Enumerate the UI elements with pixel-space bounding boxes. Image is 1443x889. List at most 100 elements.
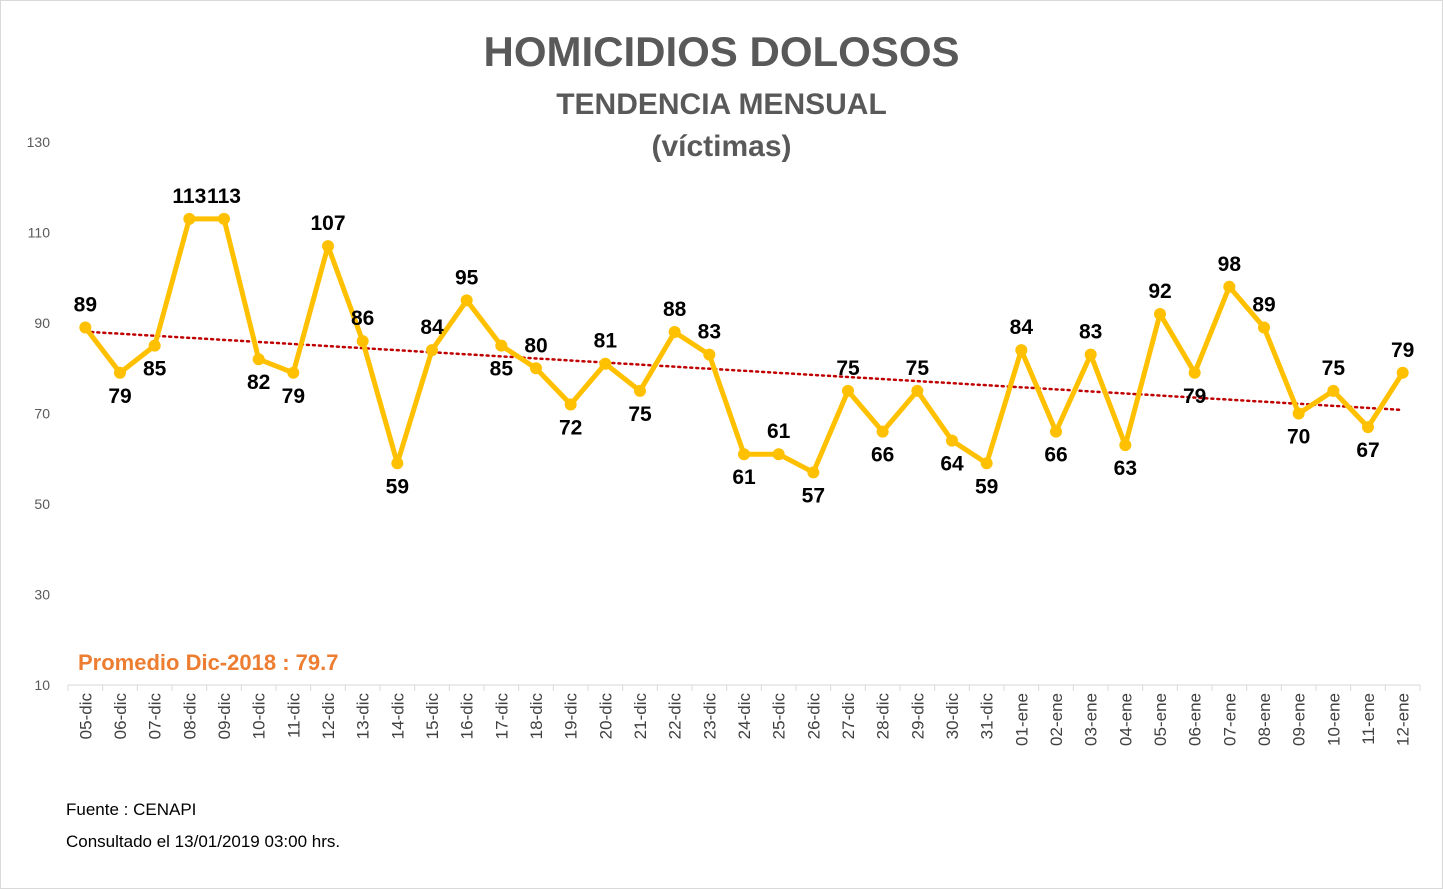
data-point <box>911 384 924 397</box>
data-label: 113 <box>172 185 206 208</box>
data-point <box>1084 348 1097 361</box>
data-label: 88 <box>663 298 687 321</box>
data-label: 79 <box>108 385 131 408</box>
data-label: 75 <box>628 403 652 426</box>
data-point <box>772 448 785 461</box>
data-point <box>391 457 404 470</box>
x-tick-label: 25-dic <box>770 693 789 740</box>
data-point <box>530 362 542 375</box>
x-tick-label: 05-ene <box>1151 693 1170 746</box>
x-tick-label: 18-dic <box>527 693 546 740</box>
x-tick-label: 12-ene <box>1394 693 1413 746</box>
x-tick-label: 24-dic <box>735 693 754 740</box>
data-label: 80 <box>524 334 547 357</box>
x-tick-label: 10-dic <box>250 693 269 740</box>
x-tick-label: 11-dic <box>284 693 303 739</box>
data-point <box>599 357 612 370</box>
source-note: Fuente : CENAPI <box>66 800 197 819</box>
data-label: 79 <box>1391 339 1414 362</box>
x-tick-label: 19-dic <box>562 693 581 740</box>
x-tick-label: 06-dic <box>111 693 130 740</box>
data-point <box>426 344 438 357</box>
data-label: 79 <box>1183 385 1206 408</box>
data-point <box>1154 307 1166 320</box>
data-point <box>218 212 230 225</box>
x-tick-label: 30-dic <box>943 693 962 740</box>
x-tick-label: 08-ene <box>1255 693 1274 746</box>
y-tick-label: 50 <box>34 496 50 512</box>
x-tick-label: 16-dic <box>458 693 477 740</box>
data-point <box>1015 344 1028 357</box>
data-point <box>1188 366 1201 379</box>
data-label: 89 <box>74 294 97 317</box>
data-label: 85 <box>490 358 514 381</box>
data-point <box>946 434 958 447</box>
data-label: 86 <box>351 307 374 330</box>
data-label: 85 <box>143 358 167 381</box>
data-label: 107 <box>310 212 345 235</box>
data-label: 67 <box>1356 439 1379 462</box>
trendline <box>84 330 1404 412</box>
data-label: 83 <box>698 321 721 344</box>
data-point <box>842 384 854 397</box>
x-tick-label: 01-ene <box>1012 693 1031 746</box>
x-tick-label: 12-dic <box>319 693 338 740</box>
x-tick-label: 09-dic <box>215 693 234 740</box>
data-label: 75 <box>836 357 860 380</box>
data-point <box>1396 366 1409 379</box>
data-point <box>148 339 161 352</box>
average-annotation: Promedio Dic-2018 : 79.7 <box>78 650 339 675</box>
data-point <box>1258 321 1270 334</box>
data-label: 95 <box>455 266 479 289</box>
data-label: 64 <box>940 453 964 476</box>
x-tick-label: 09-ene <box>1290 693 1309 746</box>
chart-unit-label: (víctimas) <box>651 130 792 163</box>
data-point <box>564 398 577 411</box>
data-point <box>460 294 473 307</box>
x-tick-label: 13-dic <box>354 693 373 740</box>
data-point <box>1119 439 1132 452</box>
data-point <box>980 457 993 470</box>
data-point <box>356 335 369 348</box>
data-label: 63 <box>1114 457 1137 480</box>
x-tick-label: 06-ene <box>1186 693 1205 746</box>
data-label: 98 <box>1218 253 1242 276</box>
y-tick-label: 30 <box>34 587 50 603</box>
data-label: 72 <box>559 416 582 439</box>
y-tick-label: 70 <box>34 406 50 422</box>
data-point <box>1327 384 1340 397</box>
x-tick-label: 21-dic <box>631 693 650 740</box>
data-point <box>322 240 334 253</box>
data-label: 84 <box>420 316 444 339</box>
data-point <box>703 348 716 361</box>
data-point <box>252 353 265 366</box>
consulted-note: Consultado el 13/01/2019 03:00 hrs. <box>66 832 341 851</box>
data-point <box>79 321 92 334</box>
data-label: 113 <box>207 185 241 208</box>
y-tick-label: 110 <box>28 225 51 241</box>
data-label: 70 <box>1287 426 1310 449</box>
x-tick-label: 14-dic <box>388 693 407 740</box>
data-label: 92 <box>1148 280 1171 303</box>
data-label: 61 <box>732 466 756 489</box>
x-tick-label: 23-dic <box>700 693 719 740</box>
data-label: 75 <box>906 357 930 380</box>
chart-title: HOMICIDIOS DOLOSOS <box>483 28 960 75</box>
data-label: 75 <box>1322 357 1346 380</box>
y-tick-label: 130 <box>27 134 51 150</box>
data-label: 66 <box>1044 444 1067 467</box>
x-tick-label: 29-dic <box>908 693 927 740</box>
data-label: 66 <box>871 444 894 467</box>
data-label: 61 <box>767 420 791 443</box>
x-tick-label: 20-dic <box>596 693 615 740</box>
x-tick-label: 05-dic <box>76 693 95 740</box>
x-tick-label: 17-dic <box>492 693 511 740</box>
x-tick-label: 26-dic <box>804 693 823 740</box>
data-point <box>1362 421 1374 434</box>
data-label: 57 <box>802 484 825 507</box>
chart-subtitle: TENDENCIA MENSUAL <box>556 88 887 121</box>
data-point <box>1223 280 1236 293</box>
data-label: 79 <box>282 385 305 408</box>
